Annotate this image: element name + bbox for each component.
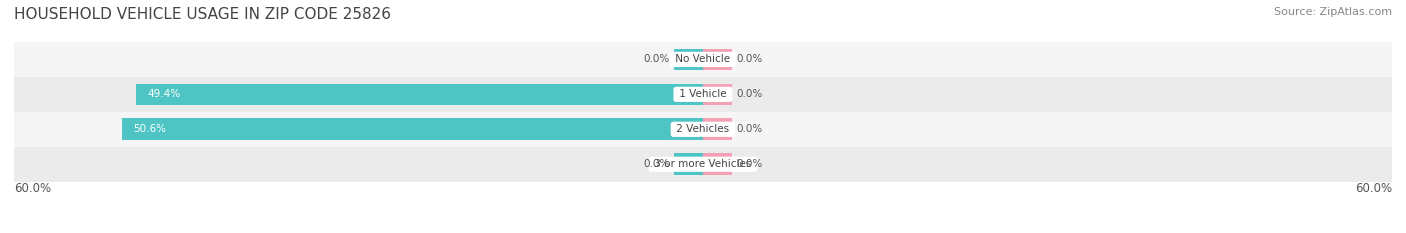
Text: 0.0%: 0.0% (737, 55, 762, 64)
Text: 50.6%: 50.6% (134, 124, 166, 134)
Text: 60.0%: 60.0% (14, 182, 51, 195)
Text: 0.0%: 0.0% (737, 159, 762, 169)
Text: 0.0%: 0.0% (737, 89, 762, 99)
Text: 0.0%: 0.0% (737, 124, 762, 134)
Text: 2 Vehicles: 2 Vehicles (673, 124, 733, 134)
Bar (703, 84, 731, 105)
Text: Source: ZipAtlas.com: Source: ZipAtlas.com (1274, 7, 1392, 17)
Text: 0.0%: 0.0% (644, 159, 669, 169)
Text: No Vehicle: No Vehicle (672, 55, 734, 64)
Bar (675, 154, 703, 175)
Text: HOUSEHOLD VEHICLE USAGE IN ZIP CODE 25826: HOUSEHOLD VEHICLE USAGE IN ZIP CODE 2582… (14, 7, 391, 22)
Bar (14, 112, 1392, 147)
Bar (703, 118, 731, 140)
Bar (122, 118, 703, 140)
Text: 60.0%: 60.0% (1355, 182, 1392, 195)
Text: 1 Vehicle: 1 Vehicle (676, 89, 730, 99)
Text: 0.0%: 0.0% (644, 55, 669, 64)
Text: 49.4%: 49.4% (148, 89, 180, 99)
Text: 3 or more Vehicles: 3 or more Vehicles (651, 159, 755, 169)
Bar (675, 49, 703, 70)
Bar (14, 42, 1392, 77)
Bar (14, 77, 1392, 112)
Bar (703, 49, 731, 70)
Bar (14, 147, 1392, 182)
Bar (703, 154, 731, 175)
Bar (136, 84, 703, 105)
